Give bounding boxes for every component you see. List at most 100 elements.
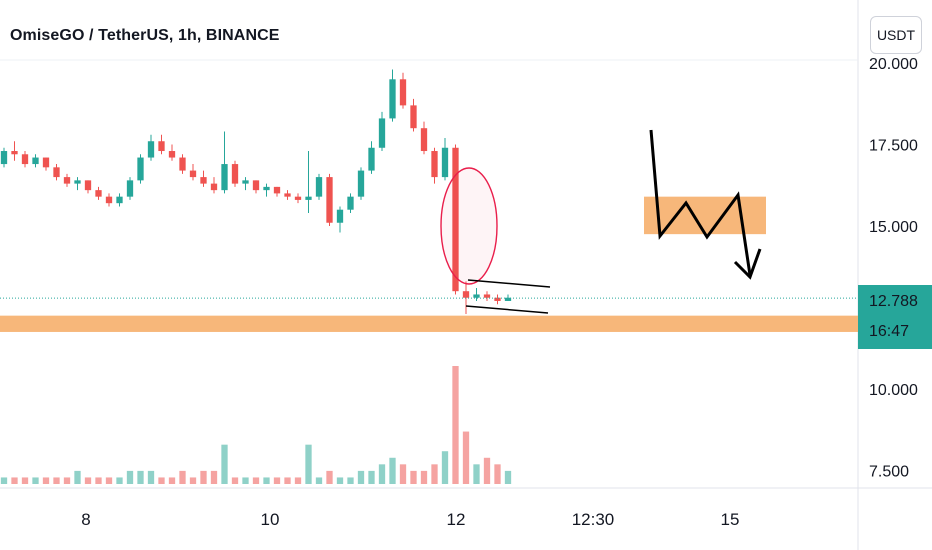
resistance-zone[interactable] [644, 196, 766, 235]
candle-body [116, 196, 123, 204]
candle-body [231, 164, 239, 184]
candle-body [305, 196, 312, 200]
candle-body [494, 297, 501, 301]
volume-bar [263, 477, 270, 484]
volume-bar [284, 477, 291, 484]
candle-body [53, 167, 60, 178]
candle-body [284, 193, 291, 197]
volume-bar [158, 477, 165, 484]
y-tick-label: 15.000 [869, 219, 918, 236]
candle-body [347, 196, 354, 210]
volume-bar [11, 477, 18, 484]
projection-path[interactable] [649, 129, 752, 276]
volume-bar [116, 477, 123, 484]
volume-bar [273, 477, 281, 484]
volume-bar [294, 477, 302, 484]
volume-bar [399, 464, 407, 484]
volume-bar [42, 477, 50, 484]
volume-bar [441, 451, 449, 484]
candle-body [11, 151, 18, 155]
highlight-ellipse[interactable] [440, 167, 498, 285]
x-tick-label: 15 [721, 510, 740, 529]
volume-bar [179, 470, 186, 484]
x-tick-label: 10 [261, 510, 280, 529]
candle-body [473, 294, 480, 298]
volume-bar [95, 477, 102, 484]
volume-bar [368, 470, 375, 484]
x-tick-label: 12 [447, 510, 466, 529]
candle-body [263, 186, 270, 191]
volume-bar [74, 470, 81, 484]
volume-bar [315, 477, 323, 484]
y-tick-label: 20.000 [869, 56, 918, 73]
pennant-bottom-line[interactable] [465, 305, 549, 314]
volume-bar [105, 477, 113, 484]
candle-body [84, 180, 92, 191]
pennant-top-line[interactable] [467, 279, 551, 288]
volume-bar [305, 444, 312, 484]
candle-body [357, 170, 365, 197]
volume-bar [326, 470, 333, 484]
candle-body [74, 180, 81, 184]
volume-bar [378, 464, 386, 484]
candle-body [200, 177, 207, 184]
volume-bar [53, 477, 60, 484]
volume-bar [336, 477, 344, 484]
candle-body [168, 151, 176, 158]
volume-bar [462, 431, 470, 484]
volume-bar [431, 464, 438, 484]
volume-bar [242, 477, 249, 484]
volume-bar [168, 477, 176, 484]
candle-body [410, 105, 417, 129]
candle-body [210, 183, 218, 191]
candle-body [158, 141, 165, 152]
candle-body [0, 151, 8, 165]
candle-body [483, 294, 491, 298]
price-badge-countdown: 16:47 [869, 323, 909, 340]
candle-body [336, 209, 344, 223]
volume-bar [147, 470, 155, 484]
volume-bar [389, 457, 396, 484]
candle-body [179, 157, 186, 171]
candle-body [441, 147, 449, 178]
candle-body [452, 147, 459, 292]
volume-bar [21, 477, 29, 484]
volume-bar [252, 477, 260, 484]
candle-body [126, 180, 134, 197]
volume-bar [63, 477, 71, 484]
volume-bar [126, 470, 134, 484]
volume-bar [420, 470, 428, 484]
volume-bar [494, 464, 501, 484]
x-tick-label: 12:30 [572, 510, 615, 529]
y-tick-label: 17.500 [869, 138, 918, 155]
candle-body [315, 177, 323, 197]
volume-bar [84, 477, 92, 484]
candle-body [21, 154, 29, 165]
candle-body [326, 177, 333, 223]
candle-body [252, 180, 260, 191]
candle-body [378, 118, 386, 148]
candle-body [273, 186, 281, 194]
candle-body [431, 151, 438, 178]
volume-bar [200, 470, 207, 484]
y-tick-label: 7.500 [869, 464, 909, 481]
candle-body [95, 190, 102, 197]
volume-bar [357, 470, 365, 484]
volume-bar [137, 470, 144, 484]
candle-body [137, 157, 144, 181]
candle-body [221, 164, 228, 191]
candle-body [462, 291, 470, 298]
x-tick-label: 8 [81, 510, 90, 529]
candle-body [504, 297, 512, 301]
volume-bar [231, 477, 239, 484]
volume-bar [32, 477, 39, 484]
currency-button[interactable]: USDT [870, 16, 922, 54]
support-zone[interactable] [0, 315, 858, 332]
volume-bar [483, 457, 491, 484]
candle-body [242, 180, 249, 184]
candle-body [389, 79, 396, 119]
candle-body [63, 177, 71, 184]
candle-body [105, 196, 113, 204]
